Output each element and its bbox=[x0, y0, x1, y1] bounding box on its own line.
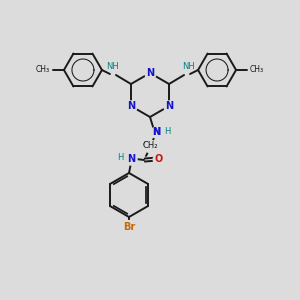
Text: CH₃: CH₃ bbox=[250, 65, 264, 74]
Text: CH₃: CH₃ bbox=[36, 65, 50, 74]
Text: N: N bbox=[146, 68, 154, 78]
Text: H: H bbox=[118, 152, 124, 161]
Text: CH₂: CH₂ bbox=[142, 142, 158, 151]
Text: NH: NH bbox=[106, 62, 119, 71]
Text: Br: Br bbox=[123, 222, 135, 232]
Text: N: N bbox=[127, 101, 135, 111]
Text: O: O bbox=[155, 154, 163, 164]
Text: CH₂: CH₂ bbox=[142, 142, 158, 151]
Text: NH: NH bbox=[182, 62, 194, 71]
Text: N: N bbox=[127, 154, 135, 164]
Text: H: H bbox=[164, 127, 170, 136]
Text: N: N bbox=[152, 127, 160, 137]
Text: N: N bbox=[165, 101, 173, 111]
Text: N: N bbox=[152, 127, 160, 137]
